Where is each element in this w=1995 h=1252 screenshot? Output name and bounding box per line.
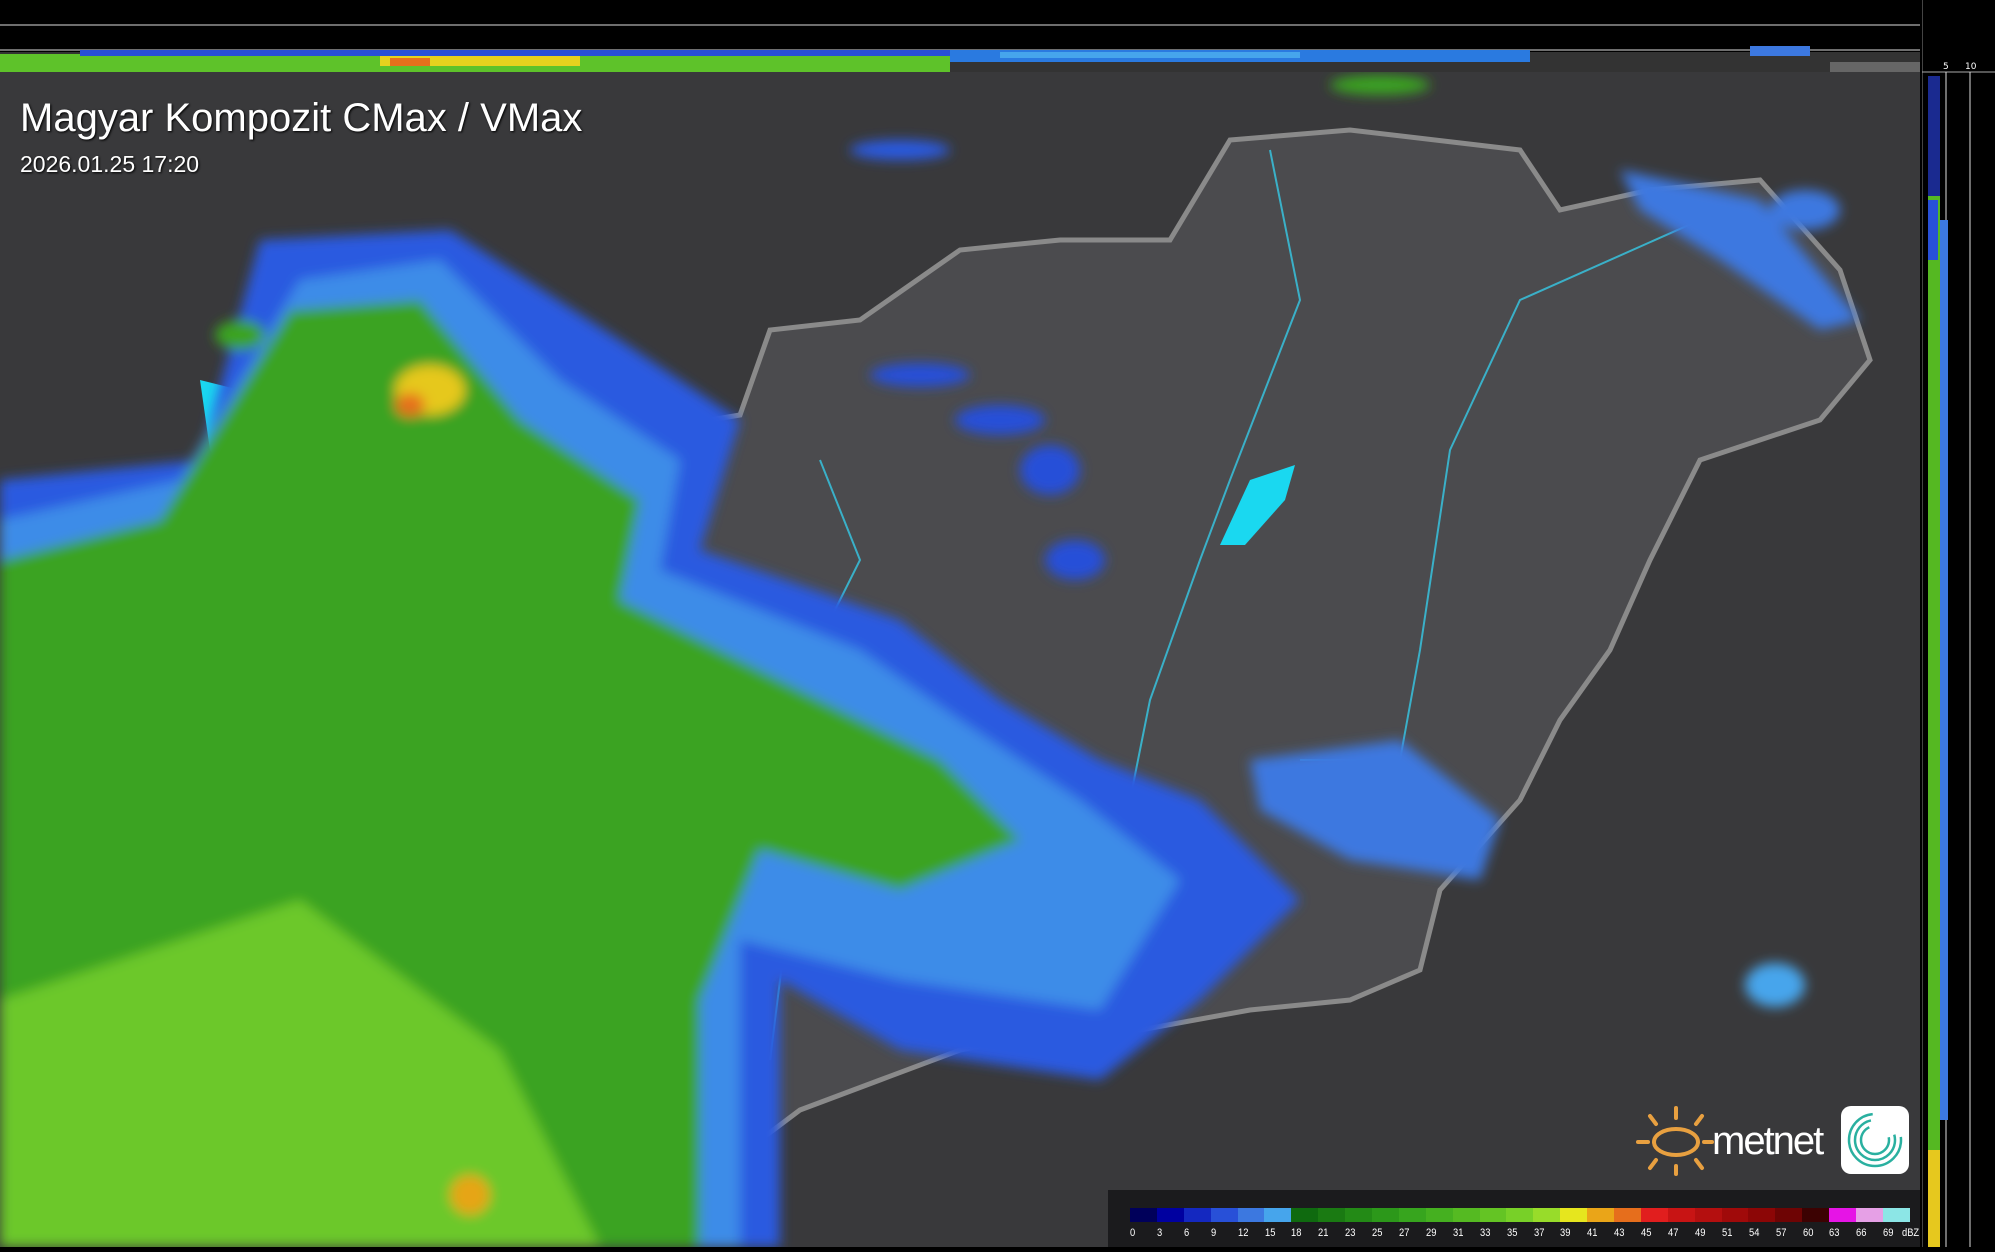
lake-balaton xyxy=(1220,465,1295,545)
legend-swatch xyxy=(1694,1208,1722,1222)
legend-label: 35 xyxy=(1506,1227,1518,1239)
legend-label: 39 xyxy=(1560,1227,1571,1239)
legend-swatch xyxy=(1560,1208,1588,1222)
map-title: Magyar Kompozit CMax / VMax xyxy=(20,96,583,140)
metnet-logo: metnet xyxy=(1636,1104,1910,1176)
legend-swatch xyxy=(1452,1208,1480,1222)
color-legend: 0 3 6 9 12 15 18 21 23 25 27 29 31 33 35 37 39 41 43 45 47 49… xyxy=(1108,1190,1920,1247)
legend-swatch xyxy=(1856,1208,1883,1222)
legend-swatch xyxy=(1721,1208,1749,1222)
legend-swatch xyxy=(1345,1208,1373,1222)
top-profile-graph xyxy=(0,24,1920,72)
legend-swatch xyxy=(1264,1208,1292,1222)
legend-swatch xyxy=(1614,1208,1641,1222)
legend-swatch xyxy=(1829,1208,1857,1222)
legend-label: 66 xyxy=(1856,1227,1867,1239)
legend-swatch xyxy=(1748,1208,1776,1222)
legend-swatch xyxy=(1640,1208,1668,1222)
legend-swatch xyxy=(1398,1208,1426,1222)
radar-echoes xyxy=(0,75,1860,1247)
legend-label: 49 xyxy=(1694,1227,1706,1239)
legend-label: 18 xyxy=(1291,1227,1302,1239)
metnet-logo-graphic: metnet xyxy=(1636,1106,1909,1176)
radar-map[interactable] xyxy=(0,72,1920,1247)
legend-unit: dBZ xyxy=(1902,1227,1920,1239)
right-vertical-profile: 5 10 xyxy=(1921,0,1995,1247)
legend-swatch xyxy=(1882,1208,1910,1222)
map-timestamp: 2026.01.25 17:20 xyxy=(20,151,200,177)
axis-tick: 10 xyxy=(1965,62,1977,72)
legend-swatch xyxy=(1183,1208,1211,1222)
legend-label: 23 xyxy=(1345,1227,1356,1239)
legend-label: 9 xyxy=(1210,1227,1216,1239)
legend-label: 21 xyxy=(1318,1227,1329,1239)
axis-tick: 5 xyxy=(1943,62,1949,72)
legend-label: 37 xyxy=(1533,1227,1544,1239)
legend-label: 33 xyxy=(1479,1227,1491,1239)
legend-swatches xyxy=(1130,1208,1910,1222)
legend-swatch xyxy=(1130,1208,1157,1222)
legend-label: 31 xyxy=(1452,1227,1464,1239)
legend-swatch xyxy=(1237,1208,1265,1222)
legend-label: 12 xyxy=(1237,1227,1249,1239)
legend-label: 29 xyxy=(1425,1227,1437,1239)
legend-label: 27 xyxy=(1399,1227,1410,1239)
legend-swatch xyxy=(1533,1208,1561,1222)
legend-swatch xyxy=(1667,1208,1695,1222)
legend-swatch xyxy=(1587,1208,1615,1222)
legend-label: 15 xyxy=(1264,1227,1275,1239)
legend-label: 41 xyxy=(1587,1227,1598,1239)
legend-label: 47 xyxy=(1668,1227,1679,1239)
legend-label: 51 xyxy=(1721,1227,1733,1239)
legend-label: 6 xyxy=(1183,1227,1190,1239)
legend-label: 57 xyxy=(1775,1227,1787,1239)
legend-swatch xyxy=(1479,1208,1507,1222)
legend-swatch xyxy=(1506,1208,1534,1222)
legend-swatch xyxy=(1775,1208,1803,1222)
legend-swatch xyxy=(1372,1208,1399,1222)
legend-swatch xyxy=(1156,1208,1184,1222)
legend-labels: 0 3 6 9 12 15 18 21 23 25 27 29 31 33 35 37 39 41 43 45 47 49… xyxy=(1130,1227,1930,1241)
legend-label: 63 xyxy=(1829,1227,1840,1239)
legend-label: 54 xyxy=(1748,1227,1760,1239)
legend-label: 45 xyxy=(1641,1227,1652,1239)
legend-label: 43 xyxy=(1614,1227,1625,1239)
legend-swatch xyxy=(1802,1208,1830,1222)
legend-label: 69 xyxy=(1883,1227,1894,1239)
radar-map-canvas xyxy=(0,72,1920,1247)
legend-label: 60 xyxy=(1802,1227,1813,1239)
legend-swatch xyxy=(1318,1208,1346,1222)
legend-label: 3 xyxy=(1156,1227,1163,1239)
right-profile-graph xyxy=(1921,0,1995,1247)
legend-swatch xyxy=(1291,1208,1319,1222)
legend-swatch xyxy=(1210,1208,1238,1222)
legend-swatch xyxy=(1425,1208,1453,1222)
legend-label: 25 xyxy=(1372,1227,1383,1239)
legend-label: 0 xyxy=(1130,1227,1136,1239)
top-vertical-profile xyxy=(0,0,1920,72)
metnet-wordmark: metnet xyxy=(1712,1119,1824,1163)
